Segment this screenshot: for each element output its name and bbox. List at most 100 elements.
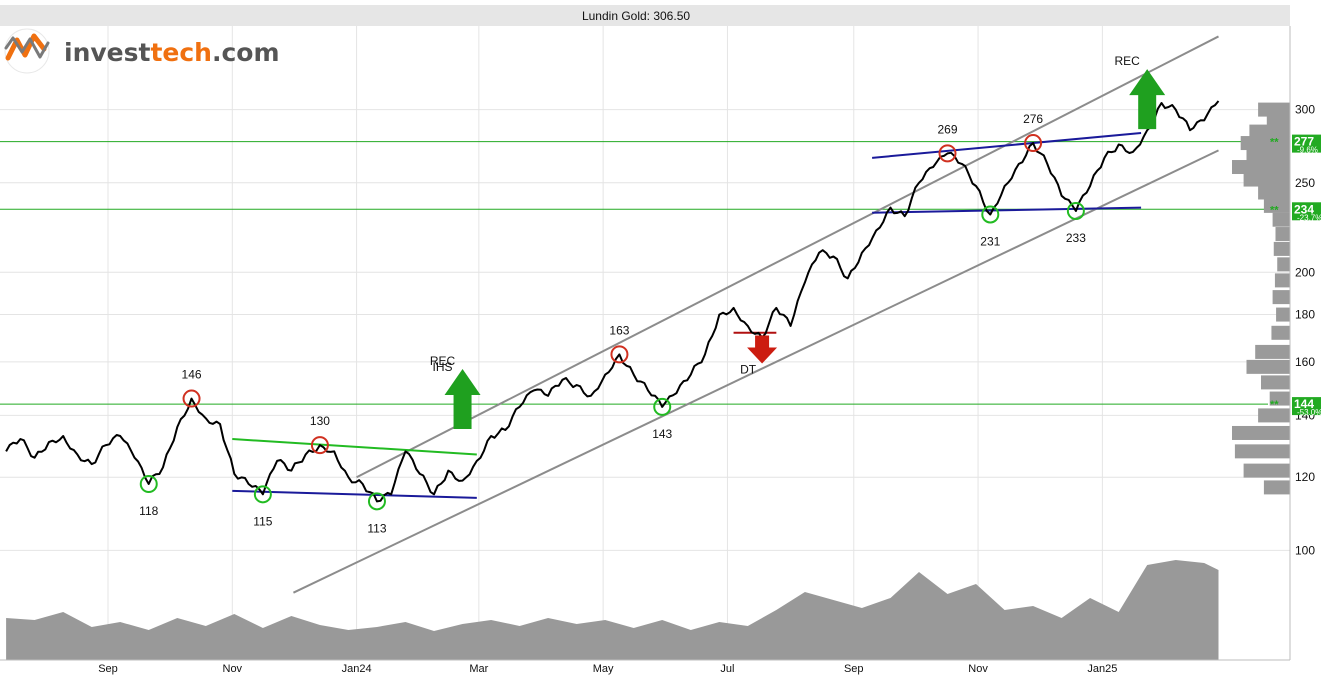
pivot-label: 146 (182, 368, 202, 382)
volume-profile-bar (1246, 147, 1290, 162)
y-tick-label: 300 (1295, 103, 1315, 117)
volume-profile-bar (1232, 160, 1290, 175)
level-badge (1292, 202, 1321, 221)
channel-lower-line (292, 149, 1219, 594)
volume-profile-bar (1266, 113, 1290, 128)
investtech-logo: investtech.com (4, 28, 280, 74)
x-tick-label: Nov (223, 663, 243, 675)
volume-profile-bar (1243, 172, 1290, 187)
pattern-top-line (872, 132, 1142, 159)
pivot-high-circle (938, 144, 957, 163)
x-tick-label: Jan25 (1087, 663, 1117, 675)
pivot-label: 130 (310, 414, 330, 428)
pivot-label: 113 (367, 521, 386, 535)
signal-label: REC (430, 354, 456, 368)
volume-profile-bar (1271, 325, 1290, 340)
y-tick-label: 100 (1295, 543, 1315, 557)
pivot-low-circle (981, 205, 1000, 224)
volume-profile-bar (1258, 185, 1290, 200)
level-pct-label: -23.7% (1297, 213, 1321, 222)
volume-profile-bar (1276, 307, 1290, 322)
svg-text:investtech.com: investtech.com (64, 38, 280, 67)
volume-profile-bar (1258, 408, 1290, 423)
y-tick-label: 120 (1295, 470, 1315, 484)
volume-area-shape (6, 560, 1219, 660)
volume-profile-bar (1273, 241, 1290, 256)
volume-profile-bar (1255, 344, 1290, 359)
x-tick-label: Jan24 (342, 663, 372, 675)
pattern-bottom-line (872, 206, 1142, 214)
volume-profile-bar (1232, 425, 1290, 440)
arrow-down-shape (747, 335, 778, 364)
grid (0, 26, 1290, 660)
logo-text-brand: invest (64, 38, 150, 67)
pivot-label: 115 (253, 514, 272, 528)
volume-profile-bar (1234, 444, 1290, 459)
sell-signal-arrow-icon (747, 335, 778, 364)
level-pct-label: -53.0% (1297, 408, 1321, 417)
trend-channel (292, 35, 1219, 594)
volume-profile (1232, 102, 1290, 495)
pivot-label: 118 (139, 504, 158, 518)
logo-text-accent: tech (150, 38, 212, 67)
volume-profile-bar (1263, 480, 1290, 495)
logo-text-suffix: .com (212, 38, 280, 67)
volume-profile-bar (1272, 290, 1290, 305)
pattern-base-line (232, 489, 477, 499)
volume-profile-bar (1272, 212, 1290, 227)
level-badge (1292, 134, 1321, 153)
pivot-label: 233 (1066, 231, 1086, 245)
volume-profile-bar (1269, 391, 1290, 406)
volume-profile-bar (1249, 124, 1290, 139)
pivot-label: 143 (652, 427, 672, 441)
x-tick-label: Sep (844, 663, 864, 675)
pivot-high-circle (1024, 134, 1043, 153)
volume-profile-bar (1258, 102, 1290, 117)
level-value-label: 277 (1294, 135, 1314, 149)
signal-label: IHS (433, 360, 453, 374)
volume-profile-bar (1261, 375, 1290, 390)
price-line (5, 100, 1220, 503)
pivot-low-circle (367, 492, 386, 511)
arrow-up-shape (444, 368, 481, 429)
y-tick-label: 250 (1295, 176, 1315, 190)
y-tick-label: 160 (1295, 355, 1315, 369)
level-marker-icon: ** (1270, 399, 1279, 411)
pattern-neckline-line (232, 438, 477, 456)
signal-label: REC (1115, 54, 1141, 68)
volume-profile-bar (1263, 198, 1290, 213)
pivot-label: 163 (609, 323, 629, 337)
level-marker-icon: ** (1270, 137, 1279, 149)
pivot-low-circle (653, 397, 672, 416)
pattern-lines (232, 132, 1142, 499)
y-tick-label: 200 (1295, 265, 1315, 279)
price-series (5, 100, 1220, 503)
level-pct-label: -9.6% (1297, 146, 1318, 155)
volume-profile-bar (1246, 359, 1290, 374)
pivot-low-circle (139, 474, 158, 493)
x-tick-label: Nov (968, 663, 988, 675)
x-tick-label: Sep (98, 663, 118, 675)
pivot-label: 276 (1023, 112, 1043, 126)
pivot-high-circle (182, 389, 201, 408)
level-badge (1292, 397, 1321, 416)
signal-label: DT (740, 362, 757, 376)
pivot-high-circle (610, 345, 629, 364)
volume-area (6, 560, 1219, 660)
level-value-label: 234 (1294, 202, 1314, 216)
buy-signal-arrow-icon (444, 368, 481, 429)
buy-signal-arrow-icon (1129, 69, 1166, 130)
pivot-annotations: 118 146 115 130 113 163 143 269 231 276 233 (139, 112, 1086, 535)
title-bar (0, 5, 1290, 26)
level-value-label: 144 (1294, 397, 1314, 411)
volume-profile-bar (1240, 136, 1290, 151)
x-tick-label: Jul (720, 663, 734, 675)
volume-profile-bar (1275, 227, 1290, 242)
chart-title: Lundin Gold: 306.50 (582, 9, 690, 23)
y-tick-label: 180 (1295, 308, 1315, 322)
pivot-low-circle (253, 485, 272, 504)
